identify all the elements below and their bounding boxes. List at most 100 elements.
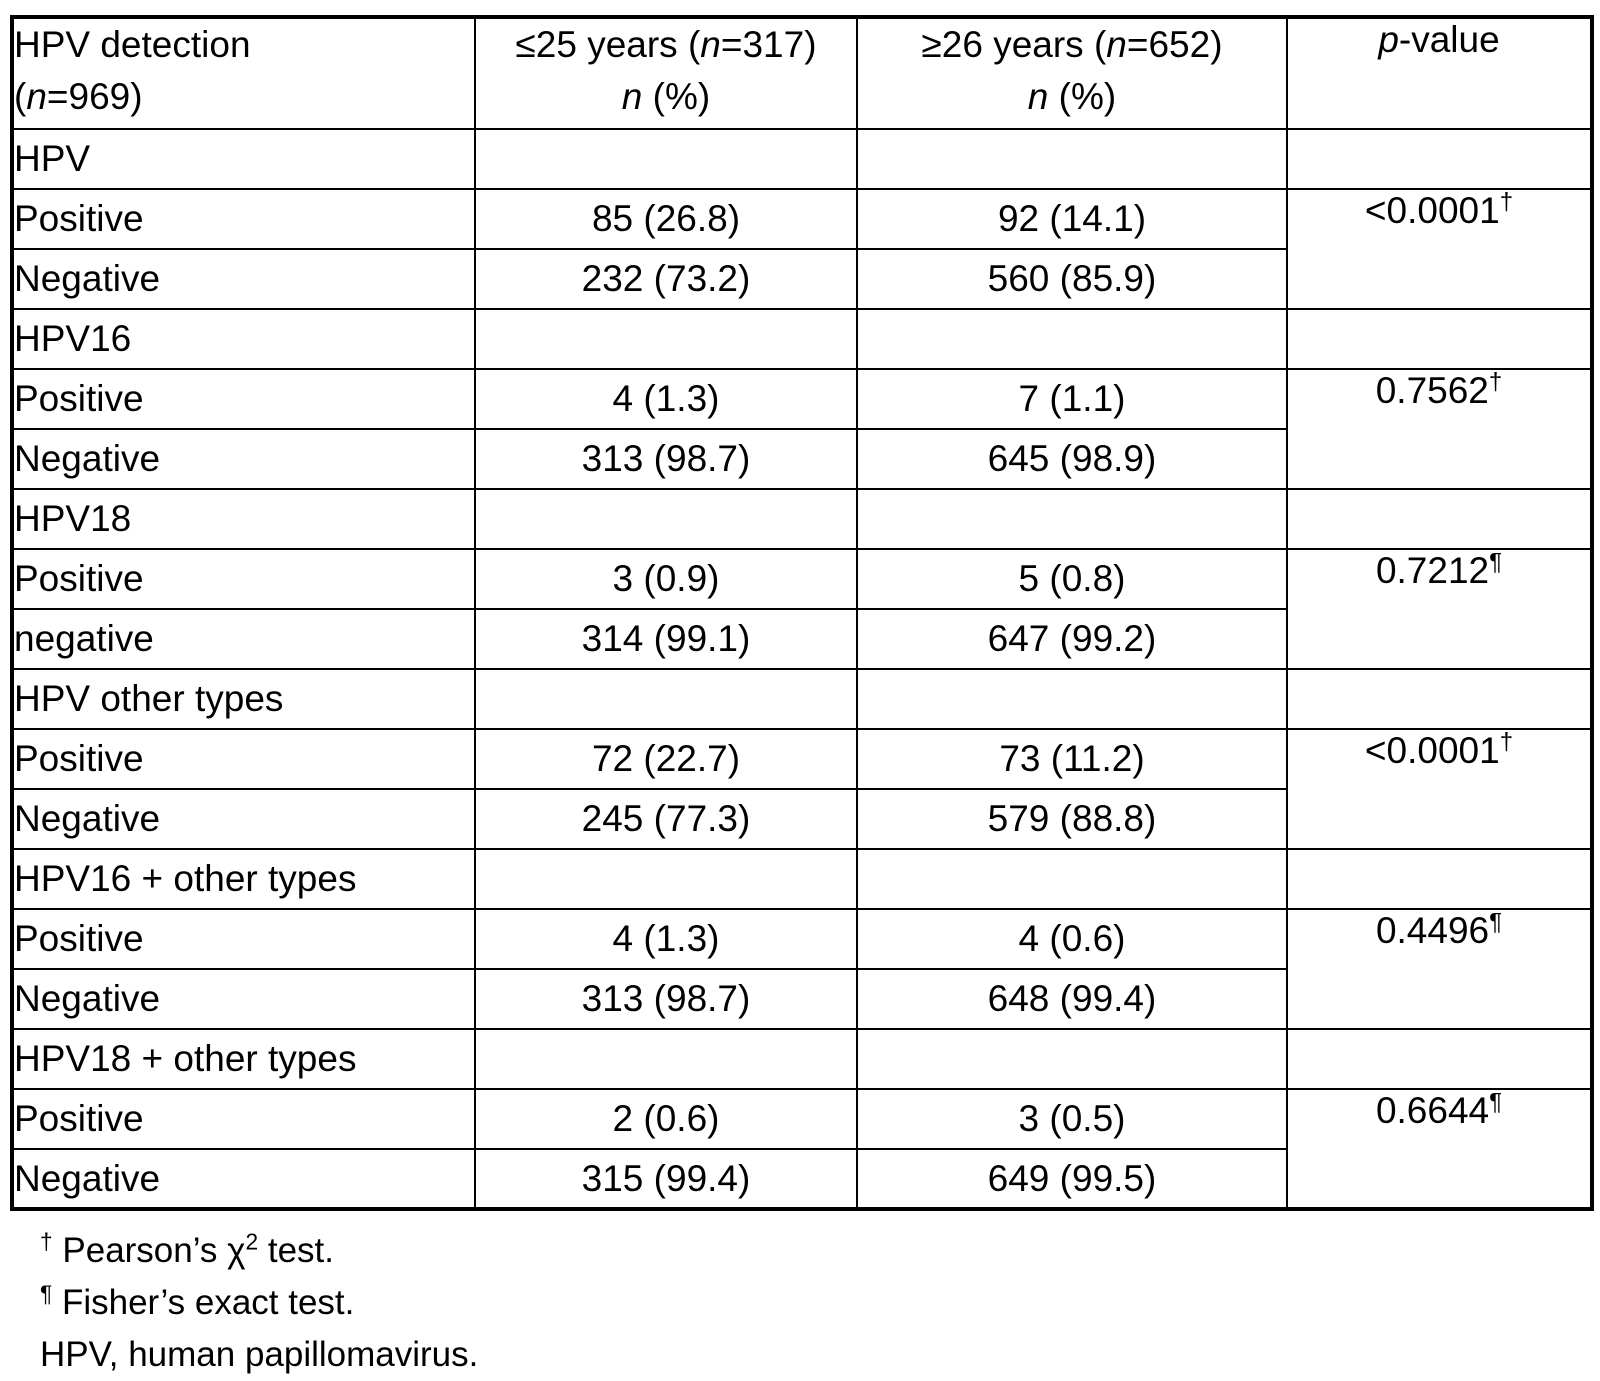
table-row-hpv18-positive: Positive 3 (0.9) 5 (0.8) 0.7212¶ xyxy=(11,548,1593,670)
value-le25: 245 (77.3) xyxy=(474,788,858,850)
empty-cell xyxy=(1286,488,1593,550)
hpv-detection-table: HPV detection (n=969) ≤25 years (n=317) … xyxy=(10,15,1594,1211)
row-label: Positive xyxy=(11,368,476,430)
header-col1-line2: (n=969) xyxy=(14,76,143,117)
footnote-marker: ¶ xyxy=(1489,549,1503,576)
empty-cell xyxy=(856,308,1288,370)
header-col2-line2: n (%) xyxy=(621,76,711,117)
footnote-marker: ¶ xyxy=(1489,909,1503,936)
row-label: Negative xyxy=(11,248,476,310)
table-row-hpv18-negative: negative 314 (99.1) 647 (99.2) xyxy=(11,608,1592,670)
value-le25: 2 (0.6) xyxy=(474,1088,858,1150)
p-value-cell: 0.7562† xyxy=(1286,368,1593,490)
value-le25: 85 (26.8) xyxy=(474,188,858,250)
table-row-hpv-other-positive: Positive 72 (22.7) 73 (11.2) <0.0001† xyxy=(11,728,1593,850)
chi-squared-exponent: 2 xyxy=(245,1228,259,1255)
value-ge26: 3 (0.5) xyxy=(856,1088,1288,1150)
value-ge26: 4 (0.6) xyxy=(856,908,1288,970)
empty-cell xyxy=(474,848,858,910)
row-label: Negative xyxy=(11,968,476,1030)
header-ge26-years: ≥26 years (n=652) n (%) xyxy=(856,16,1288,130)
pilcrow-marker: ¶ xyxy=(40,1280,53,1307)
header-col3-line1: ≥26 years (n=652) xyxy=(921,24,1223,65)
empty-cell xyxy=(856,668,1288,730)
empty-cell xyxy=(1286,1028,1593,1090)
section-row-hpv-other: HPV other types xyxy=(11,668,1593,730)
value-ge26: 579 (88.8) xyxy=(856,788,1288,850)
empty-cell xyxy=(856,848,1288,910)
table-row-hpv-positive: Positive 85 (26.8) 92 (14.1) <0.0001† xyxy=(11,188,1593,310)
row-label: Negative xyxy=(11,428,476,490)
table-header-row: HPV detection (n=969) ≤25 years (n=317) … xyxy=(11,16,1593,130)
section-label: HPV xyxy=(11,128,476,190)
row-label: Positive xyxy=(11,1088,476,1150)
value-le25: 315 (99.4) xyxy=(474,1148,858,1210)
value-le25: 313 (98.7) xyxy=(474,968,858,1030)
header-le25-years: ≤25 years (n=317) n (%) xyxy=(474,16,858,130)
empty-cell xyxy=(856,488,1288,550)
section-row-hpv16-other: HPV16 + other types xyxy=(11,848,1593,910)
value-ge26: 5 (0.8) xyxy=(856,548,1288,610)
table-row-hpv-other-negative: Negative 245 (77.3) 579 (88.8) xyxy=(11,788,1592,850)
section-label: HPV16 xyxy=(11,308,476,370)
p-value-cell: <0.0001† xyxy=(1286,188,1593,310)
value-le25: 232 (73.2) xyxy=(474,248,858,310)
section-row-hpv16: HPV16 xyxy=(11,308,1593,370)
section-label: HPV other types xyxy=(11,668,476,730)
empty-cell xyxy=(1286,128,1593,190)
footnote-marker: † xyxy=(1499,189,1514,216)
section-row-hpv18-other: HPV18 + other types xyxy=(11,1028,1593,1090)
value-le25: 4 (1.3) xyxy=(474,908,858,970)
footnote-marker: ¶ xyxy=(1489,1089,1503,1116)
p-value-cell: 0.6644¶ xyxy=(1286,1088,1593,1210)
table-row-hpv16-positive: Positive 4 (1.3) 7 (1.1) 0.7562† xyxy=(11,368,1593,490)
value-ge26: 648 (99.4) xyxy=(856,968,1288,1030)
empty-cell xyxy=(474,308,858,370)
table-footnotes: † Pearson’s χ2 test. ¶ Fisher’s exact te… xyxy=(10,1225,1590,1381)
empty-cell xyxy=(474,488,858,550)
value-ge26: 645 (98.9) xyxy=(856,428,1288,490)
row-label: Negative xyxy=(11,1148,476,1210)
empty-cell xyxy=(474,1028,858,1090)
value-ge26: 7 (1.1) xyxy=(856,368,1288,430)
table-row-hpv-negative: Negative 232 (73.2) 560 (85.9) xyxy=(11,248,1592,310)
table-row-hpv18-other-positive: Positive 2 (0.6) 3 (0.5) 0.6644¶ xyxy=(11,1088,1593,1210)
table-row-hpv18-other-negative: Negative 315 (99.4) 649 (99.5) xyxy=(11,1148,1592,1210)
empty-cell xyxy=(856,128,1288,190)
value-ge26: 647 (99.2) xyxy=(856,608,1288,670)
header-hpv-detection: HPV detection (n=969) xyxy=(11,16,476,130)
section-label: HPV16 + other types xyxy=(11,848,476,910)
row-label: Positive xyxy=(11,188,476,250)
table-figure: HPV detection (n=969) ≤25 years (n=317) … xyxy=(10,15,1594,1381)
header-col1-line1: HPV detection xyxy=(14,24,251,65)
empty-cell xyxy=(1286,308,1593,370)
section-label: HPV18 xyxy=(11,488,476,550)
p-value-cell: <0.0001† xyxy=(1286,728,1593,850)
row-label: Negative xyxy=(11,788,476,850)
value-le25: 313 (98.7) xyxy=(474,428,858,490)
empty-cell xyxy=(474,128,858,190)
section-row-hpv18: HPV18 xyxy=(11,488,1593,550)
value-ge26: 92 (14.1) xyxy=(856,188,1288,250)
row-label: Positive xyxy=(11,728,476,790)
empty-cell xyxy=(1286,848,1593,910)
footnote-hpv-abbreviation: HPV, human papillomavirus. xyxy=(40,1335,479,1374)
header-p-value: p-value xyxy=(1286,16,1593,130)
empty-cell xyxy=(1286,668,1593,730)
value-le25: 4 (1.3) xyxy=(474,368,858,430)
footnote-fisher: ¶ Fisher’s exact test. xyxy=(40,1280,355,1322)
footnote-marker: † xyxy=(1488,369,1503,396)
value-le25: 72 (22.7) xyxy=(474,728,858,790)
row-label: Positive xyxy=(11,548,476,610)
footnote-marker: † xyxy=(1499,729,1514,756)
value-le25: 314 (99.1) xyxy=(474,608,858,670)
empty-cell xyxy=(856,1028,1288,1090)
section-label: HPV18 + other types xyxy=(11,1028,476,1090)
row-label: Positive xyxy=(11,908,476,970)
value-le25: 3 (0.9) xyxy=(474,548,858,610)
empty-cell xyxy=(474,668,858,730)
p-value-cell: 0.4496¶ xyxy=(1286,908,1593,1030)
header-col2-line1: ≤25 years (n=317) xyxy=(515,24,817,65)
section-row-hpv: HPV xyxy=(11,128,1593,190)
row-label: negative xyxy=(11,608,476,670)
